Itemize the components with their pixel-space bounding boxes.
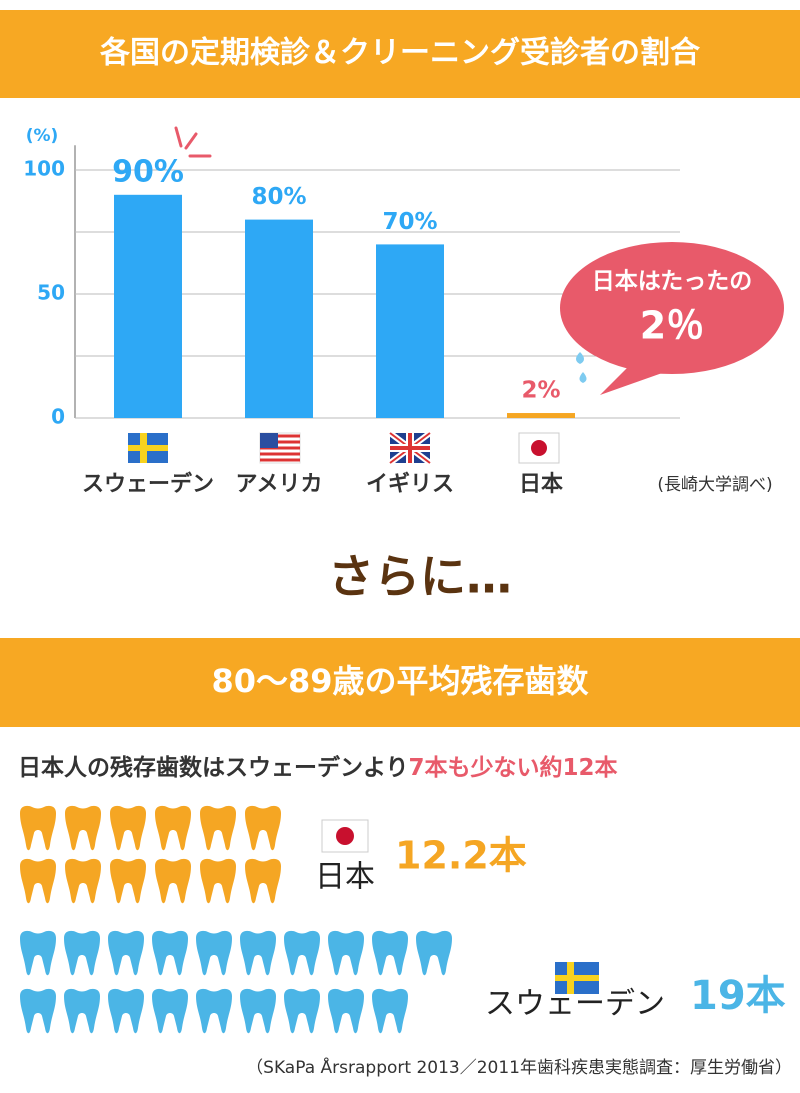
tooth-icon <box>20 988 56 1034</box>
tooth-icon <box>328 988 364 1034</box>
flag-sweden-small <box>555 962 599 994</box>
tooth-icon <box>155 858 191 904</box>
droplet <box>576 352 587 383</box>
tooth-icon <box>108 930 144 976</box>
tooth-icon <box>200 805 236 851</box>
flag-japan-small <box>321 819 369 853</box>
tooth-icon <box>64 930 100 976</box>
lead: 日本人の残存歯数はスウェーデンより7本も少ない約12本 <box>18 754 618 781</box>
tooth-icon <box>245 858 281 904</box>
x-tick-label: スウェーデン <box>82 471 214 497</box>
value-label: 2% <box>521 378 560 404</box>
tooth-icon <box>65 805 101 851</box>
transition-text: さらに… <box>328 550 512 604</box>
bar <box>245 219 313 418</box>
bar <box>507 413 575 418</box>
tooth-icon <box>110 805 146 851</box>
group-value: 19本 <box>690 973 786 1019</box>
section-title: 80〜89歳の平均残存歯数 <box>211 662 589 700</box>
header-band <box>0 10 800 98</box>
tooth-icon <box>284 988 320 1034</box>
flag-usa <box>259 432 301 464</box>
tooth-icon <box>240 930 276 976</box>
tooth-icon <box>20 858 56 904</box>
x-tick-label: イギリス <box>366 472 454 497</box>
x-tick-label: アメリカ <box>236 472 323 497</box>
group-name: スウェーデン <box>485 987 665 1022</box>
tooth-icon <box>245 805 281 851</box>
chart-source: (長崎大学調べ) <box>657 475 772 495</box>
flag-japan <box>518 432 560 464</box>
flag-uk <box>388 430 432 466</box>
callout <box>560 242 784 374</box>
y-tick-label: 0 <box>51 405 65 429</box>
tooth-icon <box>65 858 101 904</box>
y-tick-label: 100 <box>23 157 65 181</box>
tooth-icon <box>240 988 276 1034</box>
tooth-icon <box>152 988 188 1034</box>
value-label: 70% <box>382 209 437 235</box>
y-unit: (%) <box>26 126 59 146</box>
accent <box>174 126 212 158</box>
tooth-icon <box>372 930 408 976</box>
tooth-icon <box>110 858 146 904</box>
callout-text: 日本はたったの <box>592 269 753 295</box>
group-name: 日本 <box>315 860 375 895</box>
tooth-icon <box>20 805 56 851</box>
group-value: 12.2本 <box>395 834 527 878</box>
callout-value: 2％ <box>640 304 704 348</box>
value-label: 90% <box>112 154 184 189</box>
value-label: 80% <box>251 184 306 210</box>
section-band <box>0 638 800 727</box>
flag-sweden <box>128 433 168 463</box>
x-tick-label: 日本 <box>519 472 563 497</box>
tooth-icon <box>328 930 364 976</box>
tooth-icon <box>196 988 232 1034</box>
tooth-icon <box>372 988 408 1034</box>
tooth-icon <box>64 988 100 1034</box>
tooth-icon <box>108 988 144 1034</box>
tooth-icon <box>155 805 191 851</box>
header-title: 各国の定期検診＆クリーニング受診者の割合 <box>99 36 700 71</box>
bar <box>376 244 444 418</box>
tooth-icon <box>416 930 452 976</box>
y-tick-label: 50 <box>37 281 65 305</box>
teeth-source: （SKaPa Årsrapport 2013／2011年歯科疾患実態調査：厚生労… <box>246 1056 792 1078</box>
tooth-icon <box>284 930 320 976</box>
tooth-icon <box>196 930 232 976</box>
lead-text: 日本人の残存歯数はスウェーデンより <box>18 754 409 781</box>
tooth-icon <box>20 930 56 976</box>
tooth-icon <box>200 858 236 904</box>
bar <box>114 194 182 418</box>
lead-highlight: 7本も少ない約12本 <box>409 754 618 781</box>
tooth-icon <box>152 930 188 976</box>
